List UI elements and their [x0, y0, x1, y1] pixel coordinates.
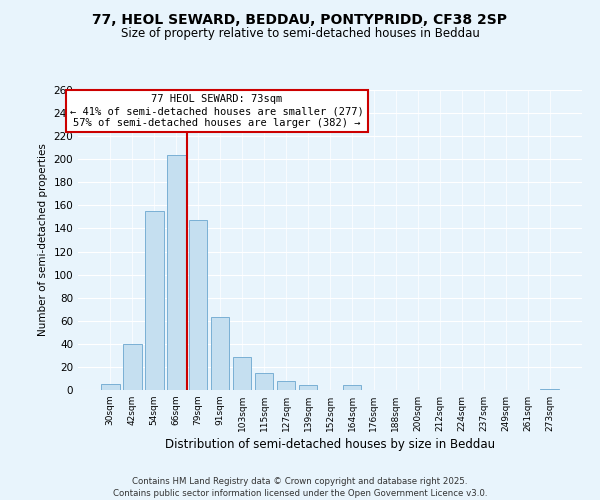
Bar [541, 389, 559, 390]
Bar [211, 318, 229, 390]
Y-axis label: Number of semi-detached properties: Number of semi-detached properties [38, 144, 48, 336]
Bar [233, 356, 251, 390]
Text: Size of property relative to semi-detached houses in Beddau: Size of property relative to semi-detach… [121, 28, 479, 40]
Text: Contains HM Land Registry data © Crown copyright and database right 2025.
Contai: Contains HM Land Registry data © Crown c… [113, 476, 487, 498]
Bar [277, 381, 295, 390]
Bar [123, 344, 142, 390]
Bar [101, 384, 119, 390]
Bar [255, 372, 274, 390]
Bar [189, 220, 208, 390]
Bar [145, 211, 164, 390]
Bar [343, 386, 361, 390]
Text: 77 HEOL SEWARD: 73sqm
← 41% of semi-detached houses are smaller (277)
57% of sem: 77 HEOL SEWARD: 73sqm ← 41% of semi-deta… [70, 94, 364, 128]
Bar [299, 386, 317, 390]
Text: 77, HEOL SEWARD, BEDDAU, PONTYPRIDD, CF38 2SP: 77, HEOL SEWARD, BEDDAU, PONTYPRIDD, CF3… [92, 12, 508, 26]
X-axis label: Distribution of semi-detached houses by size in Beddau: Distribution of semi-detached houses by … [165, 438, 495, 451]
Bar [167, 154, 185, 390]
